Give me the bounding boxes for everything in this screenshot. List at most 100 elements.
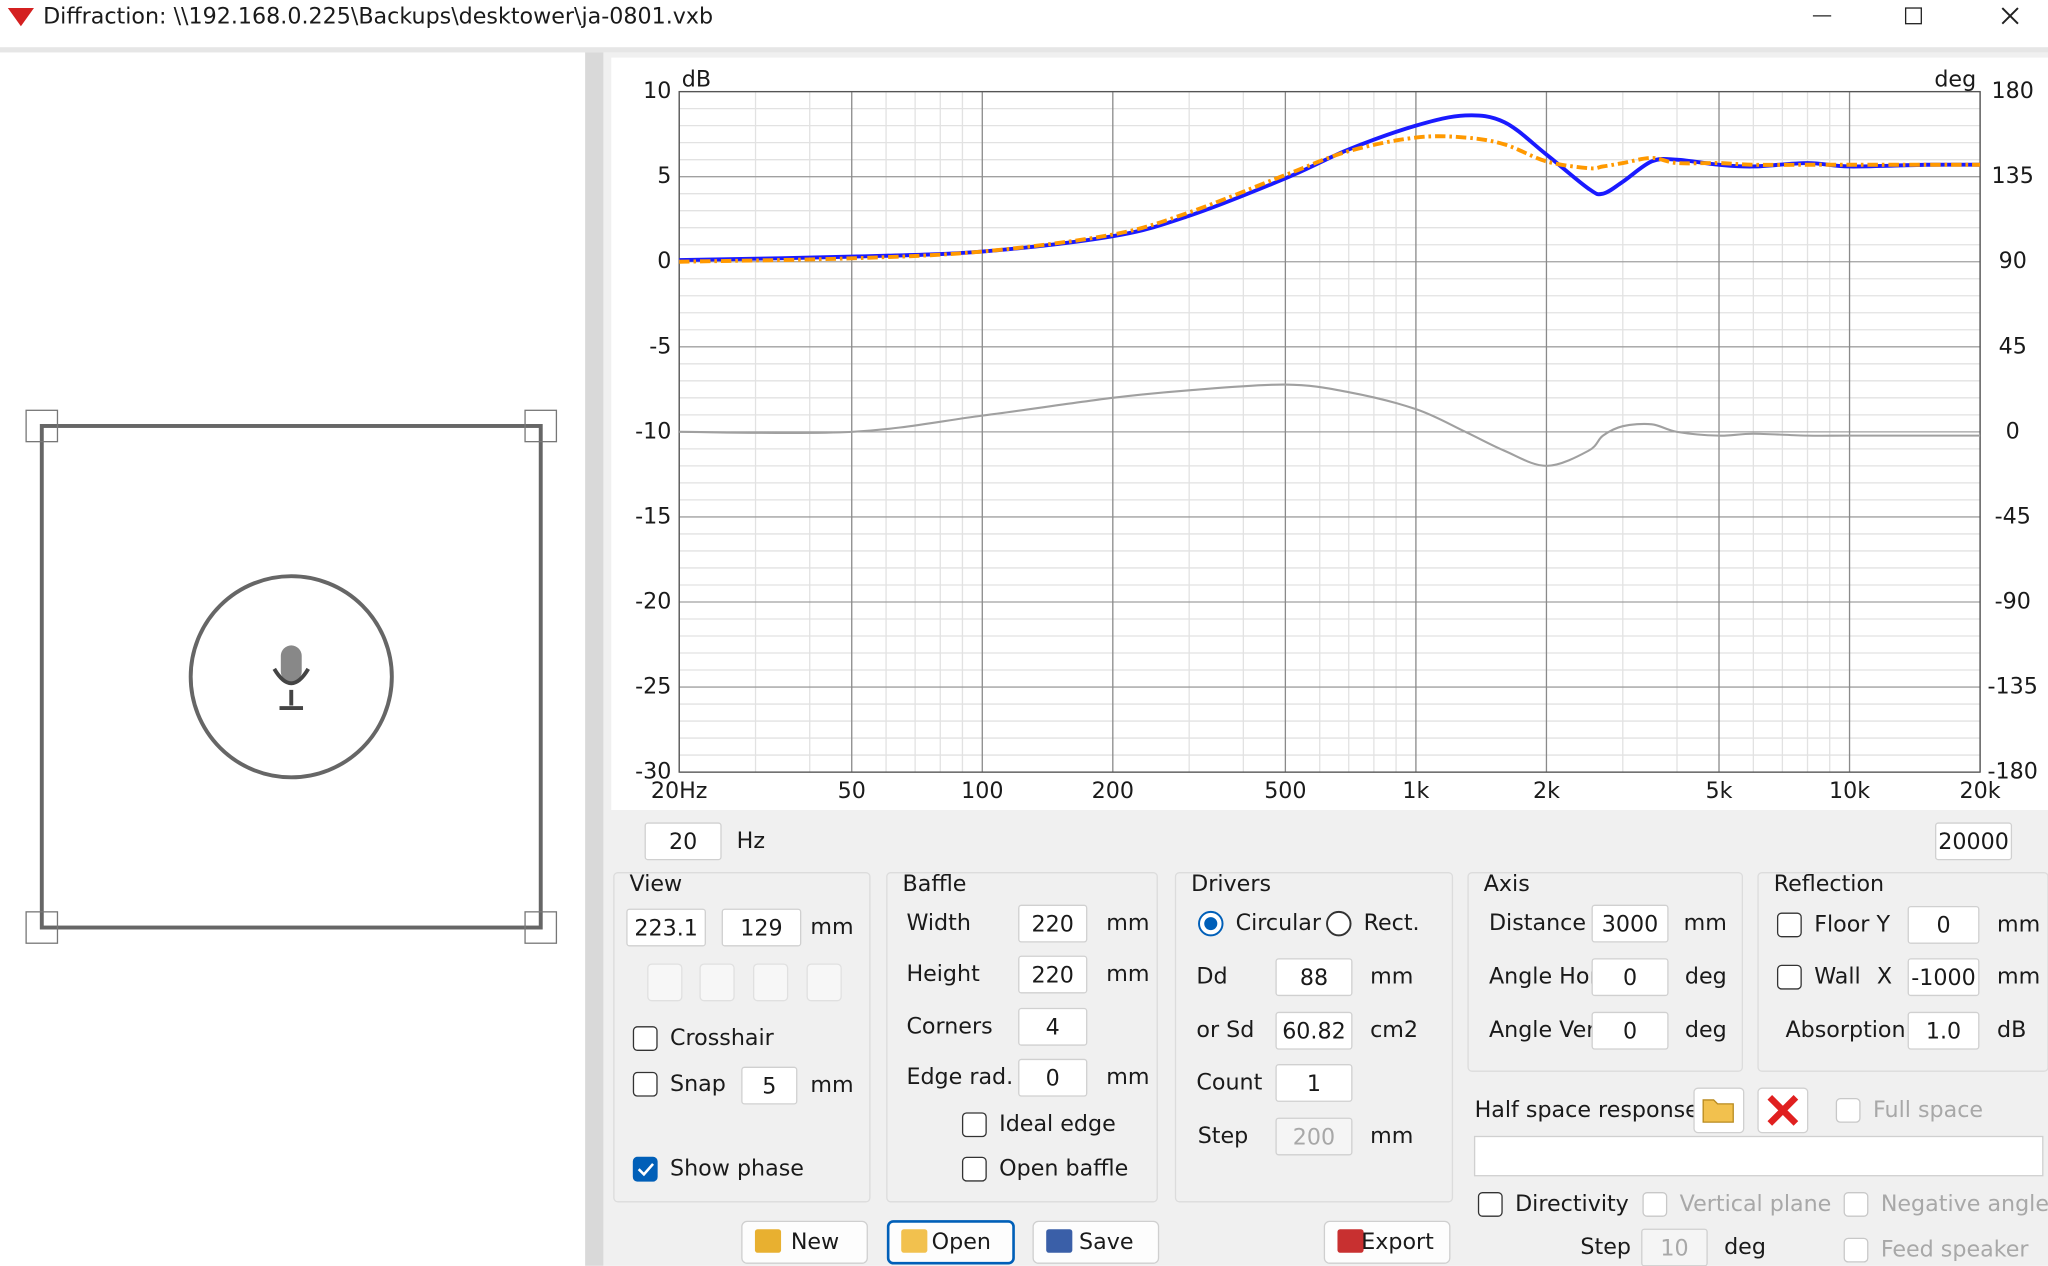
label: Half space response: [1475, 1097, 1699, 1123]
label: Distance: [1489, 910, 1586, 936]
y2-tick-label: -180: [1988, 759, 2038, 785]
label: Reflection: [1774, 871, 1884, 897]
button-icon: [1046, 1229, 1073, 1253]
y2-tick-label: -90: [1995, 588, 2031, 614]
y2-tick-label: -135: [1988, 674, 2038, 700]
x-tick-label: 2k: [1533, 778, 1560, 804]
x-tick-label: 10k: [1829, 778, 1870, 804]
folder-icon: [1702, 1099, 1734, 1123]
label: cm2: [1370, 1017, 1418, 1043]
label: mm: [1370, 1123, 1413, 1149]
label: Count: [1196, 1069, 1262, 1095]
label: 60.82: [1282, 1019, 1346, 1045]
label: View: [630, 871, 683, 897]
checkbox[interactable]: [632, 1071, 658, 1097]
mic-stand: [272, 667, 310, 711]
text-field[interactable]: [1591, 958, 1669, 997]
label: Directivity: [1515, 1191, 1629, 1217]
check-mark: [637, 1163, 655, 1177]
label: Open baffle: [999, 1156, 1128, 1182]
label: Baffle: [903, 871, 967, 897]
text-field[interactable]: [721, 908, 802, 947]
label: Step: [1580, 1234, 1631, 1260]
label: 20000: [1938, 829, 2009, 855]
label: 223.1: [634, 915, 698, 941]
maximize-button[interactable]: [1904, 7, 1922, 25]
label: Absorption: [1785, 1017, 1905, 1043]
label: Drivers: [1191, 871, 1271, 897]
label: Vertical plane: [1680, 1191, 1832, 1217]
text-field[interactable]: [1275, 958, 1353, 997]
checkbox: [1835, 1097, 1861, 1123]
text-field[interactable]: [1907, 958, 1980, 997]
label: Axis: [1484, 871, 1530, 897]
checkbox[interactable]: [632, 1156, 658, 1182]
splitter[interactable]: [585, 52, 604, 1266]
label: 220: [1032, 962, 1074, 988]
label: Crosshair: [670, 1025, 775, 1051]
zoom-button[interactable]: [647, 963, 683, 1002]
label: Negative angles: [1881, 1191, 2048, 1217]
radio[interactable]: [1326, 910, 1352, 937]
handle[interactable]: [524, 911, 558, 944]
text-field[interactable]: [1591, 1011, 1669, 1050]
label: -1000: [1911, 965, 1975, 991]
label: 10: [1660, 1235, 1688, 1261]
zoom-button[interactable]: [806, 963, 842, 1002]
label: 0: [1623, 965, 1637, 991]
zoom-button[interactable]: [699, 963, 735, 1002]
text-field[interactable]: [1907, 1011, 1980, 1050]
text-field: [1275, 1117, 1353, 1156]
checkbox[interactable]: [961, 1156, 987, 1182]
text-field[interactable]: [1935, 822, 2013, 861]
text-field[interactable]: [1018, 904, 1088, 943]
text-field[interactable]: [1275, 1064, 1353, 1102]
text-field[interactable]: [626, 908, 706, 947]
y2-tick-label: 135: [1992, 163, 2034, 189]
button-icon: [901, 1229, 928, 1253]
handle[interactable]: [25, 409, 59, 443]
app-icon: [7, 8, 34, 27]
checkbox[interactable]: [1776, 964, 1802, 990]
text-field[interactable]: [741, 1066, 798, 1105]
handle[interactable]: [524, 409, 558, 443]
label: Angle Ver: [1489, 1017, 1596, 1043]
text-field[interactable]: [1275, 1011, 1353, 1050]
label: 4: [1046, 1015, 1060, 1041]
x-tick-label: 500: [1264, 778, 1306, 804]
x-tick-label: 1k: [1402, 778, 1429, 804]
y-tick-label: 0: [657, 248, 671, 274]
label: 5: [762, 1073, 776, 1099]
baffle-view: [25, 409, 558, 944]
close-button[interactable]: [2001, 7, 2019, 25]
file-field[interactable]: [1473, 1135, 2044, 1177]
label: deg: [1685, 1017, 1727, 1043]
checkbox[interactable]: [632, 1026, 658, 1051]
checkbox[interactable]: [961, 1112, 987, 1138]
checkbox[interactable]: [1776, 912, 1802, 938]
label: 88: [1300, 965, 1328, 991]
label: mm: [1997, 964, 2040, 990]
checkbox[interactable]: [1477, 1192, 1503, 1217]
y-tick-label: -30: [635, 759, 671, 785]
text-field[interactable]: [1018, 1007, 1088, 1046]
text-field[interactable]: [1018, 1058, 1088, 1097]
driver-circle[interactable]: [188, 574, 394, 780]
label: 0: [1046, 1066, 1060, 1092]
button-icon: [1337, 1229, 1364, 1253]
text-field[interactable]: [1907, 905, 1980, 944]
y-tick-label: 10: [643, 78, 671, 104]
y2-axis-label: deg: [1934, 66, 1976, 92]
zoom-button[interactable]: [752, 963, 789, 1002]
y-tick-label: -10: [635, 418, 671, 444]
series-line: [679, 113, 1981, 262]
handle[interactable]: [25, 911, 59, 944]
text-field[interactable]: [1591, 904, 1669, 943]
y2-tick-label: 180: [1992, 78, 2034, 104]
baffle-outline: [39, 424, 543, 930]
label: mm: [810, 1072, 853, 1098]
text-field[interactable]: [1018, 955, 1088, 994]
label: New: [791, 1229, 839, 1255]
text-field[interactable]: [644, 822, 722, 861]
